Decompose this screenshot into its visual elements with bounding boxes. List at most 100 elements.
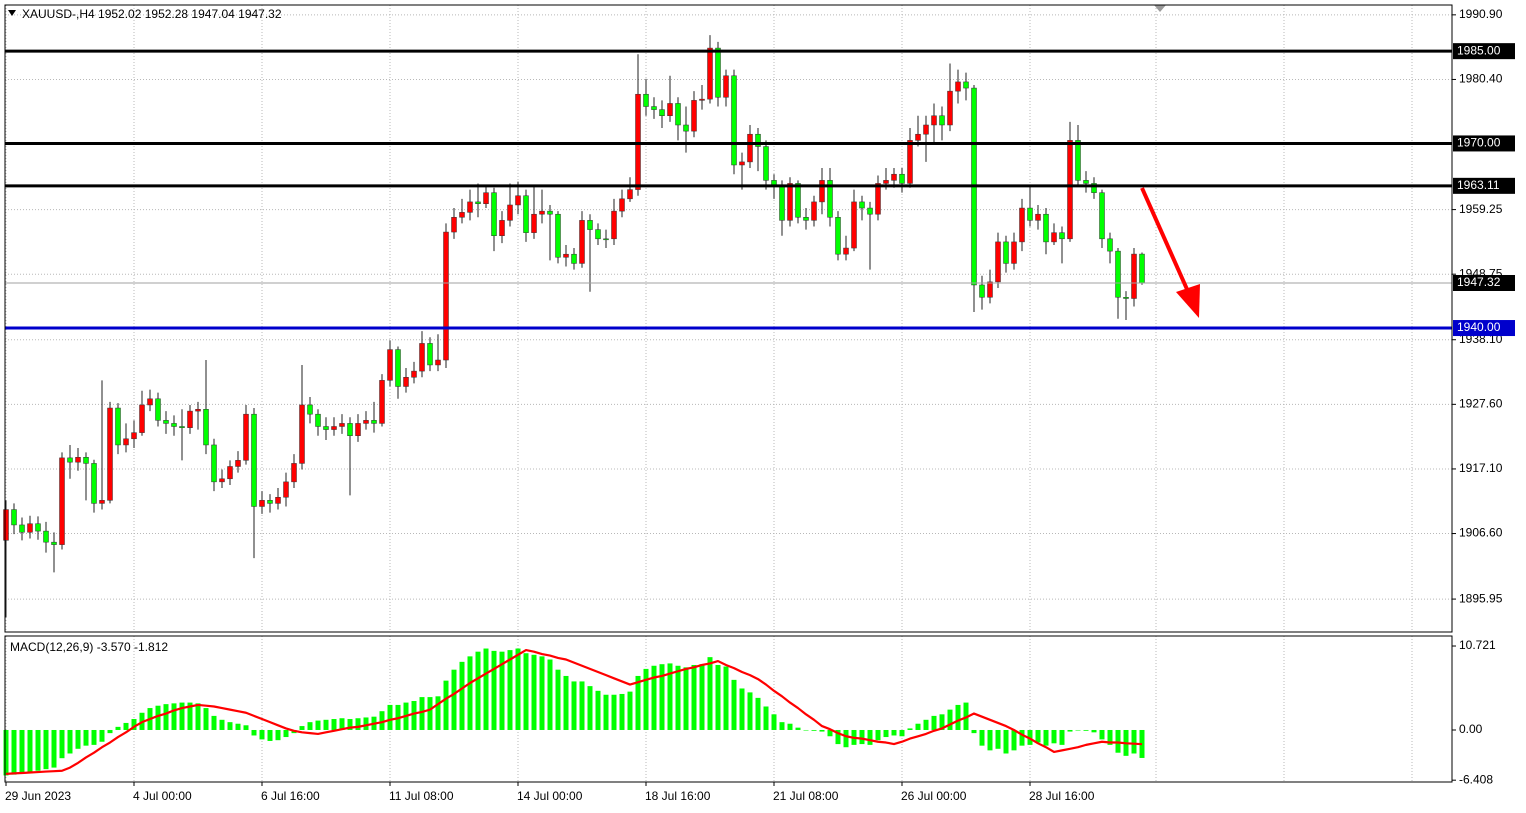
candle-body bbox=[691, 100, 697, 132]
macd-bar bbox=[1043, 729, 1049, 746]
candle-body bbox=[787, 183, 793, 221]
candle-body bbox=[707, 47, 713, 100]
macd-bar bbox=[1011, 729, 1017, 751]
macd-bar bbox=[75, 729, 81, 749]
macd-bar bbox=[283, 729, 289, 738]
macd-bar bbox=[899, 729, 905, 737]
macd-bar bbox=[1067, 729, 1073, 732]
candle-body bbox=[27, 523, 33, 533]
candle-body bbox=[619, 198, 625, 212]
candle-body bbox=[779, 186, 785, 221]
candle-body bbox=[283, 481, 289, 498]
macd-bar bbox=[979, 729, 985, 746]
candle-body bbox=[451, 217, 457, 233]
candle-body bbox=[323, 426, 329, 430]
candle-body bbox=[827, 180, 833, 218]
macd-bar bbox=[11, 729, 17, 775]
macd-bar bbox=[1091, 729, 1097, 733]
macd-bar bbox=[339, 718, 345, 730]
macd-bar bbox=[651, 665, 657, 730]
candle-body bbox=[979, 284, 985, 298]
macd-bar bbox=[683, 667, 689, 730]
macd-bar bbox=[219, 719, 225, 730]
candle-body bbox=[539, 210, 545, 215]
signal-line bbox=[5, 649, 1143, 775]
y-tick-label: 1959.25 bbox=[1459, 202, 1503, 216]
candle-body bbox=[395, 349, 401, 387]
macd-bar bbox=[859, 729, 865, 745]
x-tick-label: 29 Jun 2023 bbox=[5, 789, 71, 803]
macd-bar bbox=[491, 650, 497, 730]
candle-body bbox=[859, 201, 865, 209]
macd-bar bbox=[1003, 729, 1009, 754]
candle-body bbox=[923, 124, 929, 135]
candle-body bbox=[603, 238, 609, 241]
macd-bar bbox=[99, 729, 105, 742]
macd-bar bbox=[115, 726, 121, 730]
macd-bar bbox=[315, 720, 321, 730]
candle-body bbox=[331, 426, 337, 430]
macd-bar bbox=[483, 648, 489, 730]
macd-bar bbox=[995, 729, 1001, 749]
macd-bar bbox=[763, 706, 769, 730]
chart-title: XAUUSD-,H4 1952.02 1952.28 1947.04 1947.… bbox=[22, 7, 282, 21]
candle-body bbox=[835, 217, 841, 255]
macd-bar bbox=[515, 648, 521, 730]
macd-bar bbox=[835, 729, 841, 745]
candle-body bbox=[59, 457, 65, 545]
macd-bar bbox=[83, 729, 89, 746]
candle-body bbox=[635, 93, 641, 190]
candle-body bbox=[211, 444, 217, 483]
y-tick-label: 1917.10 bbox=[1459, 461, 1503, 475]
macd-bar bbox=[667, 663, 673, 730]
macd-bar bbox=[827, 729, 833, 737]
macd-bar bbox=[1051, 729, 1057, 744]
macd-bar bbox=[19, 729, 25, 774]
y-tick-label: 0.00 bbox=[1459, 722, 1483, 736]
macd-bar bbox=[675, 665, 681, 730]
macd-bar bbox=[387, 704, 393, 730]
macd-bar bbox=[203, 708, 209, 730]
candle-body bbox=[811, 201, 817, 221]
macd-bar bbox=[1115, 729, 1121, 753]
candle-body bbox=[435, 359, 441, 366]
macd-bar bbox=[731, 679, 737, 730]
macd-bar bbox=[451, 669, 457, 730]
macd-bar bbox=[747, 692, 753, 730]
macd-bar bbox=[187, 702, 193, 730]
candle-body bbox=[147, 398, 153, 406]
macd-bar bbox=[59, 729, 65, 759]
candle-body bbox=[251, 413, 257, 507]
plot-layer: 1990.901980.401959.251948.751938.101927.… bbox=[3, 7, 1515, 803]
candle-body bbox=[43, 530, 49, 543]
macd-bar bbox=[27, 729, 33, 773]
macd-bar bbox=[235, 723, 241, 730]
candle-body bbox=[995, 241, 1001, 283]
macd-bar bbox=[267, 729, 273, 741]
candle-body bbox=[1011, 241, 1017, 264]
macd-bar bbox=[939, 714, 945, 730]
level-label: 1970.00 bbox=[1457, 136, 1501, 150]
grid-layer bbox=[5, 5, 1452, 782]
macd-bar bbox=[907, 728, 913, 730]
macd-bar bbox=[635, 675, 641, 730]
macd-bar bbox=[307, 722, 313, 730]
candle-body bbox=[1027, 207, 1033, 221]
macd-bar bbox=[563, 675, 569, 730]
macd-bar bbox=[243, 725, 249, 730]
y-tick-label: 1927.60 bbox=[1459, 397, 1503, 411]
macd-bar bbox=[51, 729, 57, 768]
macd-bar bbox=[475, 651, 481, 730]
macd-bar bbox=[459, 661, 465, 730]
macd-bar bbox=[419, 697, 425, 730]
last-price-box bbox=[1453, 274, 1515, 291]
macd-bar bbox=[771, 714, 777, 730]
macd-bar bbox=[347, 719, 353, 730]
candle-body bbox=[1131, 253, 1137, 299]
macd-bar bbox=[971, 729, 977, 734]
candle-body bbox=[547, 210, 553, 215]
main-pane-border bbox=[4, 4, 1453, 633]
macd-bar bbox=[1059, 729, 1065, 745]
macd-bar bbox=[803, 729, 809, 731]
candle-body bbox=[675, 103, 681, 126]
